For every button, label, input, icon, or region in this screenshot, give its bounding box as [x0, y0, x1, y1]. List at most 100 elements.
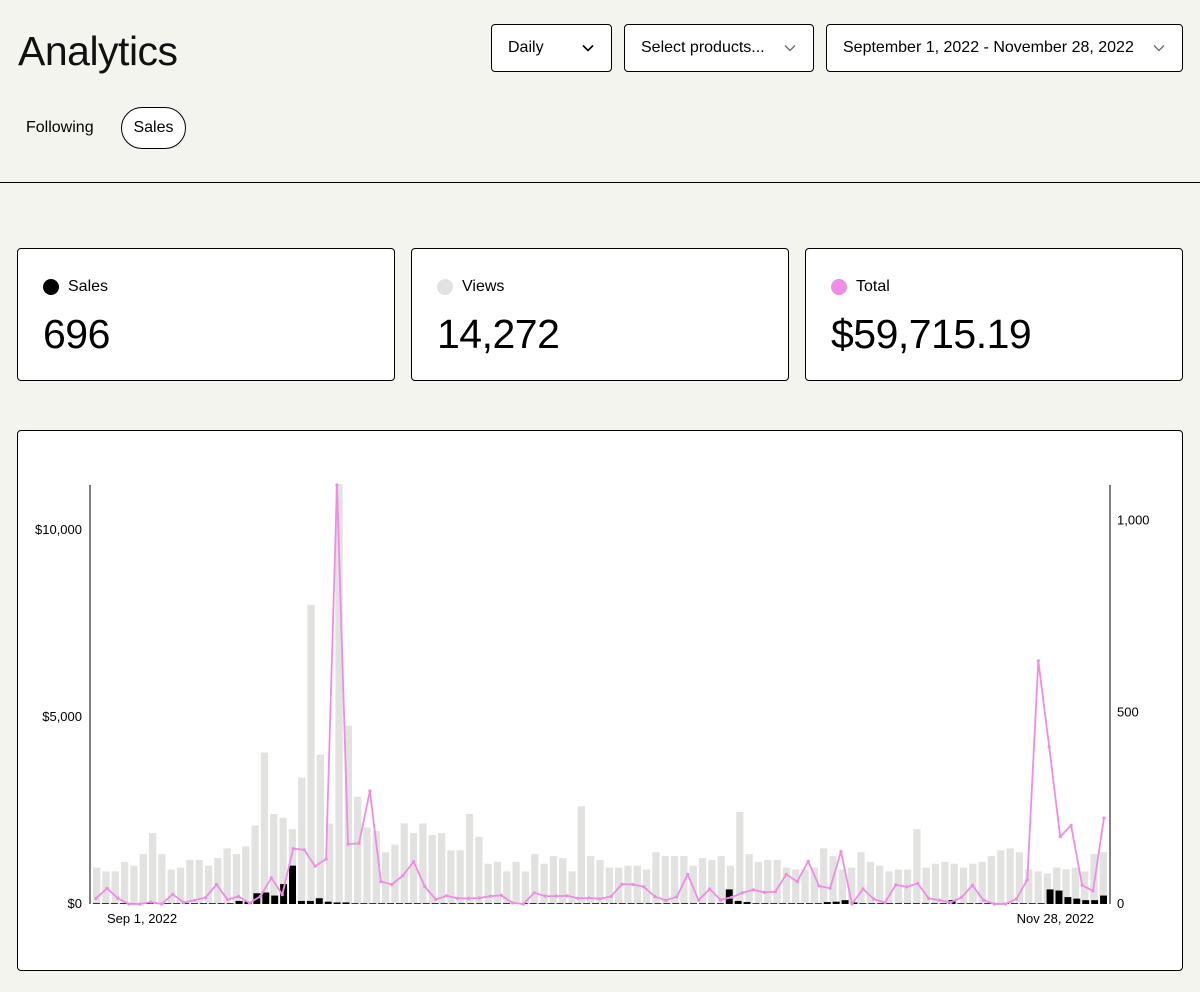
total-point [664, 898, 668, 902]
sales-bar [324, 901, 332, 904]
sales-bar [823, 902, 831, 904]
total-point [466, 896, 471, 900]
total-point [1036, 659, 1040, 663]
total-point [751, 888, 756, 892]
chevron-down-icon [784, 45, 796, 52]
sales-bar [556, 903, 564, 904]
total-point [1025, 878, 1029, 882]
sales-bar [699, 903, 706, 904]
sales-bar [716, 903, 724, 904]
views-bar [922, 867, 930, 904]
views-bar [997, 850, 1005, 904]
sales-bar [1064, 897, 1072, 904]
total-point [510, 901, 514, 905]
sales-bar [413, 903, 421, 904]
sales-bar [378, 903, 386, 904]
sales-bar [369, 903, 377, 904]
total-point [204, 896, 208, 900]
sales-bar [672, 903, 680, 904]
total-point [861, 887, 865, 891]
total-point [280, 893, 284, 897]
total-point [543, 894, 547, 898]
views-bar [148, 833, 157, 904]
total-stat-label: Total [856, 278, 890, 295]
views-bar [698, 858, 707, 904]
sales-bar [101, 903, 109, 904]
sales-bar [966, 903, 974, 904]
sales-bar [1028, 903, 1036, 904]
total-point [598, 897, 602, 901]
x-axis-ticks: Sep 1, 2022 Nov 28, 2022 [107, 911, 1094, 926]
views-bar [363, 827, 371, 904]
tab-following[interactable]: Following [26, 119, 94, 136]
sales-bar [1037, 903, 1045, 904]
chart-svg: $0 $5,000 $10,000 0 500 1,000 Sep 1, 2022 Nov… [35, 483, 1150, 926]
total-point [269, 876, 273, 880]
total-point [488, 894, 492, 898]
views-bar [1081, 871, 1089, 904]
sales-bar [1055, 890, 1063, 904]
total-point [127, 902, 131, 906]
sales-bar [1073, 898, 1081, 904]
total-point [773, 890, 777, 894]
sales-bar [217, 903, 225, 904]
sales-bar [199, 903, 207, 904]
views-bar [1015, 852, 1024, 904]
views-bar [531, 854, 539, 904]
total-point [784, 872, 788, 876]
sales-bar [146, 903, 154, 904]
views-bar [1062, 869, 1070, 904]
views-bar [670, 856, 679, 904]
views-bar [503, 871, 511, 904]
total-point [817, 884, 821, 888]
products-dropdown[interactable]: Select products... [624, 24, 814, 72]
views-bar [428, 835, 436, 904]
views-bar [521, 871, 530, 904]
sales-bar [592, 903, 600, 904]
views-bar [372, 831, 380, 904]
views-bar [270, 813, 278, 904]
total-point [423, 884, 427, 888]
views-bar [456, 850, 464, 904]
sales-bar [1082, 900, 1090, 904]
total-point [412, 860, 416, 864]
tab-sales[interactable]: Sales [121, 107, 186, 149]
total-point [182, 900, 186, 905]
date-range-dropdown[interactable]: September 1, 2022 - November 28, 2022 [826, 24, 1183, 72]
views-bar [475, 836, 483, 904]
total-point [960, 895, 964, 899]
right-axis-ticks: 0 500 1,000 [1117, 513, 1150, 911]
views-bar [409, 833, 418, 904]
sales-bar [681, 903, 689, 904]
views-bar [959, 867, 968, 904]
sales-bar [182, 903, 190, 904]
total-point [324, 857, 328, 861]
views-bar [176, 867, 185, 904]
sales-stat-card: Sales 696 [17, 248, 395, 381]
sales-bar [904, 903, 911, 904]
views-bar [251, 825, 259, 904]
left-axis-tick-label: $5,000 [42, 709, 82, 724]
header-divider [0, 182, 1200, 183]
views-bar [596, 859, 604, 904]
sales-bar [226, 903, 234, 904]
sales-bar [1046, 889, 1054, 904]
views-bar [400, 823, 408, 904]
total-point [247, 901, 251, 905]
total-point [477, 896, 482, 900]
views-bar [838, 869, 846, 904]
sales-bar [333, 902, 341, 904]
total-point [992, 902, 997, 906]
sales-bar [895, 903, 903, 904]
total-point [970, 883, 975, 887]
views-bar [978, 861, 986, 904]
period-dropdown[interactable]: Daily [491, 24, 612, 72]
views-bar [605, 867, 613, 904]
sales-bar [1091, 900, 1099, 904]
views-bar [577, 806, 585, 904]
views-stat-label: Views [462, 278, 505, 295]
sales-bar [779, 903, 787, 904]
views-bar [130, 865, 138, 904]
views-bar [726, 865, 735, 904]
total-point [1058, 835, 1062, 839]
